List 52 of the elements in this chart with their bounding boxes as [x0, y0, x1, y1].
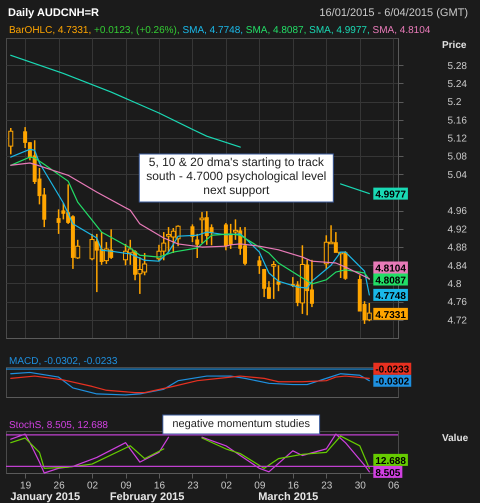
candlestick — [195, 233, 200, 259]
annotation: 4.8104 — [375, 264, 406, 274]
y-axis-title: Price — [442, 40, 467, 51]
y-tick-label: 5.16 — [448, 115, 468, 126]
y-tick-label: 4.72 — [448, 315, 468, 326]
annotation: -0.0233 — [375, 364, 410, 376]
y-tick-label: 5.12 — [448, 134, 468, 144]
x-tick-label: 30 — [354, 480, 366, 492]
annotation: 12.688 — [375, 456, 406, 467]
text: BarOHLC, 4.7331, +0.0123, (+0.26%), SMA, 4.7748, SMA, 4.8087, SMA, 4.9977, SMA, 4.8104 — [9, 25, 430, 36]
candlestick — [56, 208, 61, 235]
candlestick — [271, 260, 276, 300]
annotation: 4.8087 — [375, 276, 406, 286]
x-tick-label: 16 — [154, 480, 166, 492]
annotation: 4.9977 — [375, 190, 406, 201]
candlestick — [257, 255, 262, 275]
x-tick-label: 23 — [321, 480, 333, 492]
x-tick-label: 23 — [187, 480, 199, 492]
annotation: 4.7331 — [375, 310, 406, 321]
chart-title: MACD, -0.0302, -0.0233 — [9, 356, 118, 367]
y-tick-label: 4.96 — [448, 206, 468, 218]
text: February 2015 — [110, 491, 184, 503]
y-tick-label: 4.84 — [448, 260, 468, 272]
x-tick-label: 09 — [254, 480, 266, 492]
y-tick-label: 5.24 — [448, 78, 468, 90]
annotation: -0.0302 — [375, 376, 410, 388]
y-tick-label: 4.8 — [448, 278, 462, 290]
text: March 2015 — [258, 491, 318, 503]
x-tick-label: 02 — [86, 480, 99, 492]
y-tick-label: 5.04 — [448, 170, 468, 181]
text: January 2015 — [10, 491, 80, 503]
chart-title: StochS, 8.505, 12.688 — [9, 420, 108, 431]
y-axis-title: Value — [442, 433, 469, 444]
y-tick-label: 5.08 — [448, 152, 468, 163]
y-tick-label: 5.2 — [448, 97, 462, 108]
y-tick-label: 5.28 — [448, 60, 468, 72]
chart-title: Daily AUDCNH=R — [8, 7, 100, 19]
x-tick-label: 09 — [120, 480, 132, 492]
chart-subtitle: 16/01/2015 - 6/04/2015 (GMT) — [319, 7, 468, 19]
x-tick-label: 19 — [20, 480, 32, 492]
x-tick-label: 02 — [220, 480, 232, 492]
x-tick-label: 06 — [388, 480, 400, 492]
text: negative momentum studies — [172, 418, 310, 430]
annotation: 4.7748 — [375, 290, 406, 302]
y-tick-label: 4.88 — [448, 242, 468, 254]
annotation: 8.505 — [375, 468, 401, 479]
y-tick-label: 4.92 — [448, 224, 468, 236]
y-tick-label: 4.76 — [448, 297, 468, 308]
annotation: 5, 10 & 20 dma's starting to track south - 4.7000 psychological level next support — [146, 155, 326, 197]
x-tick-label: 16 — [288, 480, 300, 492]
x-tick-label: 26 — [54, 480, 66, 492]
candlestick — [8, 127, 14, 156]
